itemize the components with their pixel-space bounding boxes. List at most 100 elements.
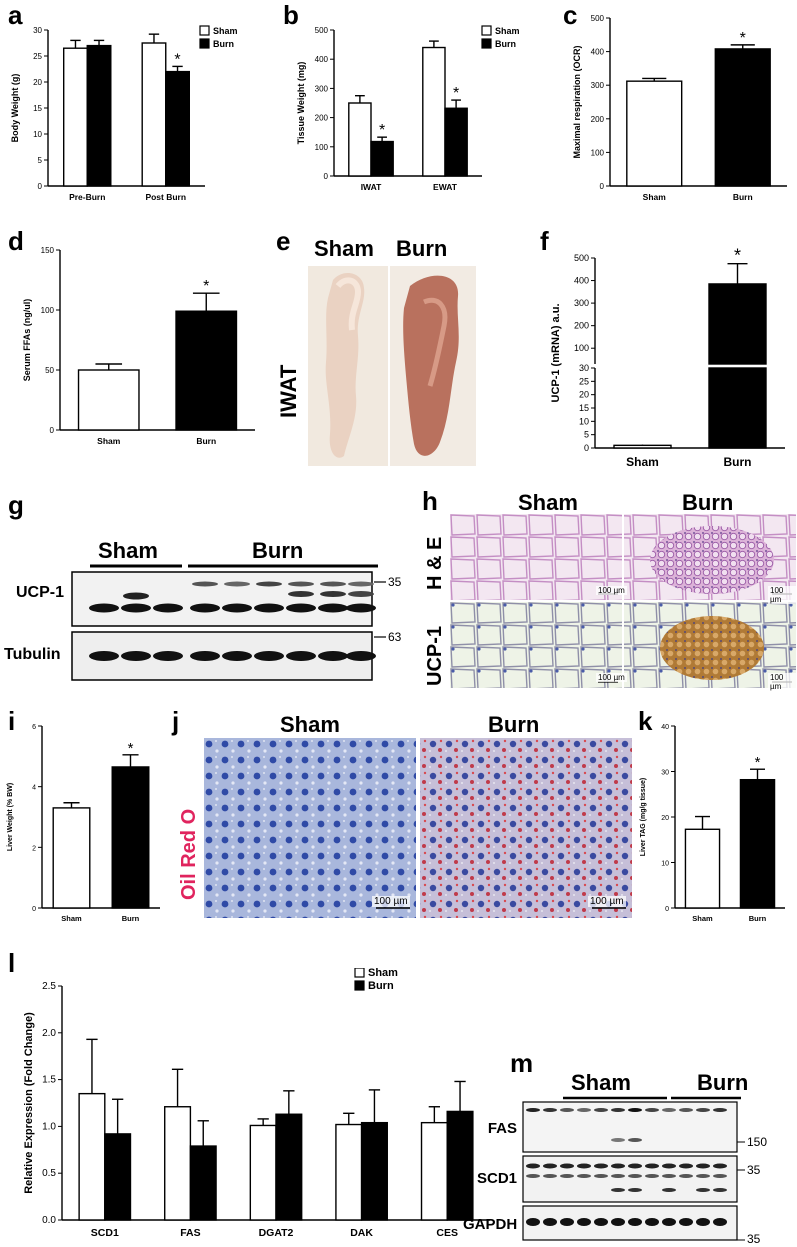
y-tick-label: 20 — [661, 815, 669, 822]
blot-band — [662, 1174, 676, 1178]
blot-band — [543, 1108, 557, 1112]
legend-label: Burn — [495, 39, 516, 49]
chart-i: 0 2 4 6 Liver Weight (% BW) Sham * Burn — [7, 724, 160, 922]
panel-label-g: g — [8, 490, 24, 520]
x-tick-label: Sham — [692, 914, 713, 922]
significance-star: * — [453, 85, 459, 102]
panel-label-d: d — [8, 226, 24, 256]
y-axis-label: Maximal respiration (OCR) — [572, 45, 582, 158]
blot-band — [713, 1163, 727, 1169]
y-tick-label: 400 — [574, 276, 589, 286]
y-tick-label: 150 — [41, 246, 55, 255]
blot-band — [526, 1108, 540, 1112]
blot-band — [577, 1218, 591, 1226]
legend-label: Burn — [213, 39, 234, 49]
x-tick-label: Burn — [733, 192, 753, 202]
bar-sham — [78, 1092, 106, 1221]
blot-band — [594, 1163, 608, 1169]
photo-title-sham: Sham — [314, 236, 374, 261]
blot-band — [346, 603, 376, 613]
x-tick-label: Burn — [196, 436, 216, 446]
blot-g-group-sham: Sham — [98, 538, 158, 563]
blot-band — [254, 603, 284, 613]
y-tick-label: 1.0 — [42, 1121, 56, 1132]
significance-star: * — [755, 754, 761, 771]
blot-band — [679, 1218, 693, 1226]
blot-m-row-scd1: SCD1 — [477, 1170, 518, 1187]
blot-band — [662, 1188, 676, 1192]
blot-band — [696, 1108, 710, 1112]
x-tick-label: DGAT2 — [259, 1227, 294, 1239]
blot-band — [123, 592, 149, 600]
scalebar-j-1: 100 µm — [372, 896, 410, 907]
y-tick-label: 4 — [32, 785, 36, 792]
y-tick-label: 25 — [579, 376, 589, 386]
blot-band — [696, 1174, 710, 1178]
blot-m-scd1-membrane — [522, 1155, 738, 1203]
panel-j-oil-red-o: Sham Burn Oil Red O 100 µm 100 µm — [172, 710, 634, 922]
blot-band — [286, 603, 316, 613]
x-tick-label: IWAT — [361, 182, 382, 192]
chart-b: 0 100 200 300 400 500 Tissue Weight (mg) * IWAT *… — [296, 25, 520, 192]
blot-band — [628, 1218, 642, 1226]
y-axis-label: Body Weight (g) — [10, 74, 20, 143]
blot-band — [318, 651, 348, 661]
blot-band — [628, 1188, 642, 1192]
y-tick-label: 0 — [584, 443, 589, 453]
blot-band — [286, 651, 316, 661]
y-axis-label: Tissue Weight (mg) — [296, 62, 306, 145]
blot-band — [628, 1108, 642, 1112]
blot-band — [89, 603, 119, 613]
panel-label-j: j — [172, 706, 180, 736]
blot-band — [153, 603, 183, 613]
scalebar-h-1: 100 µm — [596, 586, 627, 595]
blot-band — [560, 1108, 574, 1112]
legend-swatch — [199, 38, 210, 49]
y-tick-label: 30 — [661, 770, 669, 777]
y-tick-label: 5 — [584, 430, 589, 440]
panel-label-f: f — [540, 226, 549, 256]
legend-label: Sham — [368, 968, 398, 979]
blot-band — [611, 1163, 625, 1169]
blot-m-marker-35a: 35 — [747, 1163, 761, 1177]
significance-star: * — [203, 278, 209, 295]
blot-band — [713, 1108, 727, 1112]
bar-sham — [626, 80, 683, 187]
histo-j-title-burn: Burn — [488, 712, 540, 737]
y-tick-label: 400 — [591, 48, 605, 57]
legend-swatch — [354, 968, 365, 978]
blot-band — [153, 651, 183, 661]
y-tick-label: 100 — [315, 143, 329, 152]
blot-band — [645, 1174, 659, 1178]
y-tick-label: 500 — [574, 253, 589, 263]
bar-sham — [141, 42, 167, 187]
chart-k: 0 10 20 30 40 Liver TAG (mg/g tissue) Sham * Bur… — [640, 724, 785, 922]
blot-band — [611, 1108, 625, 1112]
blot-band — [713, 1174, 727, 1178]
bar-burn — [370, 140, 394, 177]
panel-label-m: m — [510, 1048, 534, 1078]
bar-burn — [714, 48, 771, 187]
scalebar-h-2: 100 µm — [768, 586, 797, 604]
y-tick-label: 20 — [579, 390, 589, 400]
oro-burn-image — [420, 738, 632, 918]
blot-band — [222, 603, 252, 613]
y-tick-label: 300 — [315, 84, 329, 93]
y-tick-label: 2 — [32, 845, 36, 852]
significance-star: * — [740, 30, 746, 47]
y-tick-label: 15 — [33, 104, 42, 113]
y-tick-label: 10 — [579, 416, 589, 426]
bar-sham — [52, 807, 91, 909]
blot-band — [628, 1174, 642, 1178]
blot-band — [594, 1218, 608, 1226]
histo-h-title-burn: Burn — [682, 490, 734, 515]
blot-band — [611, 1188, 625, 1192]
blot-band — [543, 1163, 557, 1169]
y-tick-label: 40 — [661, 724, 669, 731]
blot-band — [594, 1174, 608, 1178]
blot-band — [560, 1163, 574, 1169]
legend-swatch — [354, 980, 365, 991]
blot-band — [121, 603, 151, 613]
blot-band — [318, 603, 348, 613]
y-tick-label: 30 — [33, 26, 42, 35]
